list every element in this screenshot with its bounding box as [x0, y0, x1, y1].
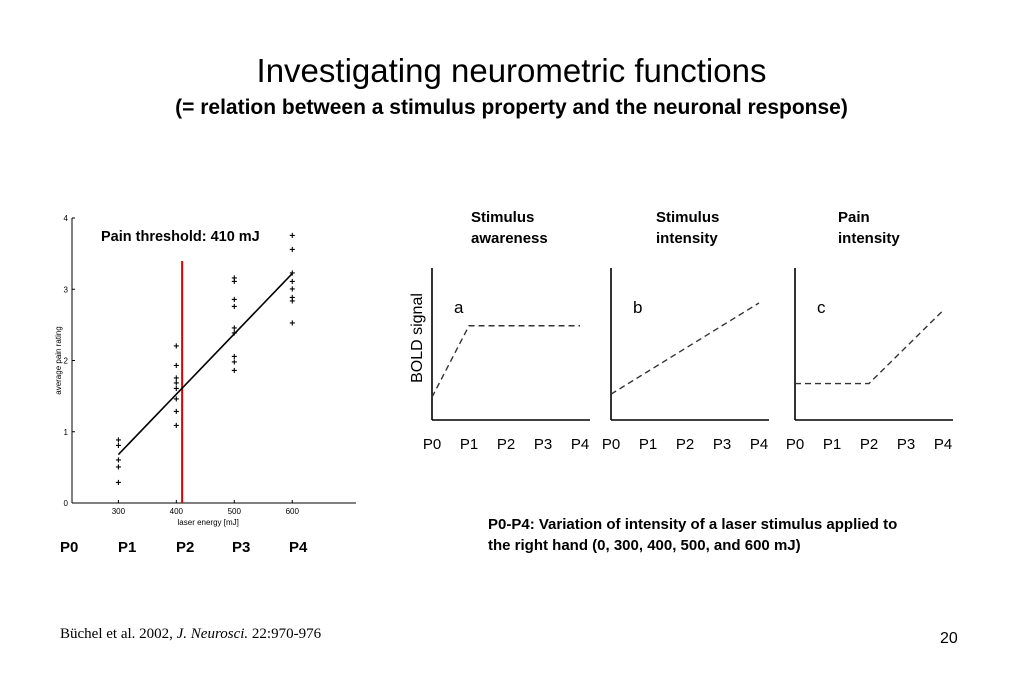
column-header-line: intensity: [838, 230, 900, 247]
data-point: +: [231, 352, 237, 363]
y-axis-label: average pain rating: [54, 326, 63, 395]
panel-x-tick-label: P3: [897, 436, 915, 453]
data-point: +: [289, 293, 295, 304]
p-label-p2: P2: [176, 539, 195, 556]
data-point: +: [115, 478, 121, 489]
data-point: +: [115, 441, 121, 452]
data-point: +: [289, 277, 295, 288]
data-point: +: [289, 245, 295, 256]
data-point: +: [289, 296, 295, 307]
p-label-p0: P0: [60, 539, 79, 556]
y-tick-label: 0: [64, 499, 69, 508]
column-header-line: awareness: [471, 230, 548, 247]
data-point: +: [231, 274, 237, 285]
data-point: +: [289, 231, 295, 242]
p-label-p3: P3: [232, 539, 251, 556]
panel-x-tick-label: P4: [571, 436, 589, 453]
citation-authors: Büchel et al. 2002,: [60, 626, 177, 642]
x-tick-label: 300: [112, 507, 126, 516]
slide-title: Investigating neurometric functions: [256, 52, 767, 89]
x-tick-label: 600: [286, 507, 300, 516]
data-point: +: [173, 361, 179, 372]
p-label-p1: P1: [118, 539, 137, 556]
bold-model-line: [431, 325, 580, 398]
data-point: +: [231, 328, 237, 339]
column-header-awareness: Stimulus awareness: [471, 207, 548, 249]
stimulus-description: P0-P4: Variation of intensity of a laser…: [488, 516, 898, 554]
page-number: 20: [940, 630, 958, 647]
citation: Büchel et al. 2002, J. Neurosci. 22:970-…: [60, 626, 321, 643]
panel-x-tick-label: P3: [534, 436, 552, 453]
panel-x-tick-label: P4: [750, 436, 768, 453]
column-header-line: Stimulus: [656, 209, 720, 226]
y-tick-label: 4: [64, 214, 69, 223]
data-point: +: [231, 295, 237, 306]
data-point: +: [289, 284, 295, 295]
bold-signal-axis-label: BOLD signal: [409, 293, 426, 383]
citation-journal: J. Neurosci.: [176, 626, 249, 642]
x-axis-label: laser energy [mJ]: [178, 518, 239, 527]
column-header-line: intensity: [656, 230, 718, 247]
data-point: +: [173, 395, 179, 406]
panel-x-tick-label: P2: [860, 436, 878, 453]
data-point: +: [173, 378, 179, 389]
column-header-line: Stimulus: [471, 209, 535, 226]
panel-x-tick-label: P1: [639, 436, 657, 453]
panel-x-tick-label: P0: [602, 436, 620, 453]
panel-letter: a: [454, 298, 464, 317]
column-header-pain-intensity: Pain intensity: [838, 207, 900, 249]
panel-x-tick-label: P4: [934, 436, 952, 453]
data-point: +: [173, 421, 179, 432]
column-header-line: Pain: [838, 209, 870, 226]
panel-letter: b: [633, 298, 642, 317]
data-point: +: [289, 269, 295, 280]
data-point: +: [173, 384, 179, 395]
panel-x-tick-label: P3: [713, 436, 731, 453]
panel-x-tick-label: P1: [460, 436, 478, 453]
data-point: +: [289, 318, 295, 329]
y-tick-label: 2: [64, 357, 69, 366]
y-tick-label: 1: [64, 428, 69, 437]
bold-model-line: [795, 310, 944, 385]
y-tick-label: 3: [64, 285, 69, 294]
panel-x-tick-label: P2: [497, 436, 515, 453]
regression-line: [117, 273, 293, 456]
data-point: +: [115, 435, 121, 446]
data-point: +: [115, 455, 121, 466]
citation-ref: 22:970-976: [248, 626, 322, 642]
slide-subtitle: (= relation between a stimulus property …: [175, 96, 848, 119]
panel-letter: c: [817, 298, 826, 317]
data-point: +: [231, 323, 237, 334]
x-tick-label: 400: [170, 507, 184, 516]
pain-threshold-annotation: Pain threshold: 410 mJ: [101, 229, 260, 245]
bold-model-line: [610, 302, 760, 395]
column-header-stimulus-intensity: Stimulus intensity: [656, 207, 719, 249]
p-label-p4: P4: [289, 539, 308, 556]
data-point: +: [173, 373, 179, 384]
data-point: +: [115, 462, 121, 473]
panel-x-tick-label: P2: [676, 436, 694, 453]
data-point: +: [231, 358, 237, 369]
panel-x-tick-label: P0: [786, 436, 804, 453]
data-point: +: [231, 366, 237, 377]
x-tick-label: 500: [228, 507, 242, 516]
panel-x-tick-label: P0: [423, 436, 441, 453]
data-point: +: [231, 302, 237, 313]
data-point: +: [173, 341, 179, 352]
panel-x-tick-label: P1: [823, 436, 841, 453]
data-point: +: [231, 277, 237, 288]
data-point: +: [173, 407, 179, 418]
